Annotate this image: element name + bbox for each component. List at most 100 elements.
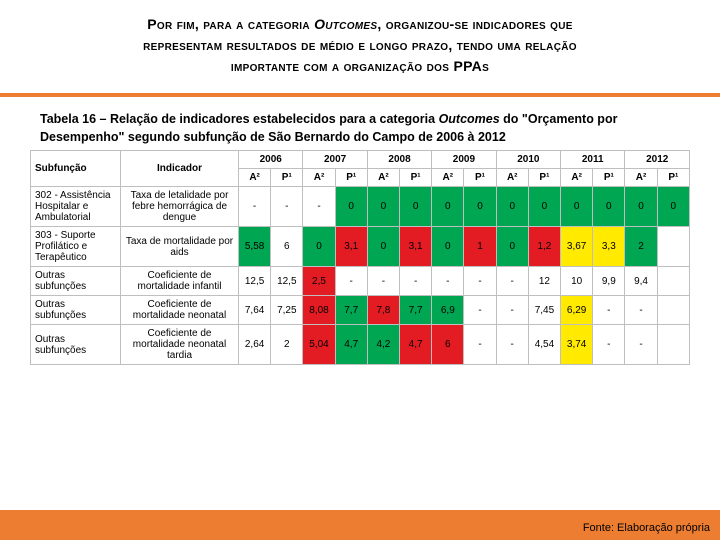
data-cell: 10 [561,267,593,296]
data-cell: 2 [625,227,657,267]
cell-subfuncao: 302 - Assistência Hospitalar e Ambulator… [31,187,121,227]
data-cell: 0 [335,187,367,227]
year-header: 2010 [496,151,560,169]
cell-indicador: Taxa de mortalidade por aids [121,227,239,267]
data-cell: 12 [528,267,560,296]
data-cell: 8,08 [303,296,335,325]
table-body: 302 - Assistência Hospitalar e Ambulator… [31,187,690,365]
data-cell: 9,9 [593,267,625,296]
data-cell [657,296,689,325]
cell-indicador: Coeficiente de mortalidade neonatal [121,296,239,325]
source-label: Fonte: Elaboração própria [583,522,710,534]
table-head: Subfunção Indicador 20062007200820092010… [31,151,690,187]
data-cell: - [464,267,496,296]
col-a: A² [303,169,335,187]
year-header: 2008 [367,151,431,169]
data-cell: 9,4 [625,267,657,296]
col-indicador: Indicador [121,151,239,187]
data-cell: - [496,296,528,325]
cell-indicador: Coeficiente de mortalidade infantil [121,267,239,296]
data-cell: 0 [303,227,335,267]
col-p: P¹ [271,169,303,187]
data-cell: 2 [271,325,303,365]
col-a: A² [432,169,464,187]
data-cell: 7,45 [528,296,560,325]
data-cell: 7,25 [271,296,303,325]
data-cell [657,325,689,365]
col-p: P¹ [400,169,432,187]
caption-prefix: Tabela 16 – Relação de indicadores estab… [40,112,439,126]
header-line-3: importante com a organização dos PPAs [40,56,680,77]
data-cell: - [625,296,657,325]
data-cell: 0 [367,227,399,267]
cell-subfuncao: Outras subfunções [31,325,121,365]
year-header: 2007 [303,151,367,169]
table-row: Outras subfunçõesCoeficiente de mortalid… [31,267,690,296]
outcomes-table: Subfunção Indicador 20062007200820092010… [30,150,690,365]
cell-subfuncao: Outras subfunções [31,296,121,325]
table-row: Outras subfunçõesCoeficiente de mortalid… [31,296,690,325]
col-p: P¹ [657,169,689,187]
col-p: P¹ [464,169,496,187]
data-cell: 7,7 [400,296,432,325]
data-cell: 3,1 [400,227,432,267]
data-cell: 4,2 [367,325,399,365]
header-line-1: Por fim, para a categoria Outcomes, orga… [40,14,680,35]
data-cell: - [400,267,432,296]
col-p: P¹ [528,169,560,187]
cell-indicador: Coeficiente de mortalidade neonatal tard… [121,325,239,365]
data-cell: 3,1 [335,227,367,267]
header-ppa: PPAs [453,58,489,74]
data-cell: - [464,296,496,325]
col-p: P¹ [593,169,625,187]
data-cell: 4,54 [528,325,560,365]
data-cell: 0 [496,227,528,267]
data-cell: 6 [271,227,303,267]
data-cell: - [367,267,399,296]
data-cell: 3,74 [561,325,593,365]
data-cell: 3,3 [593,227,625,267]
cell-subfuncao: Outras subfunções [31,267,121,296]
orange-divider [0,93,720,97]
data-cell: 5,04 [303,325,335,365]
header: Por fim, para a categoria Outcomes, orga… [0,0,720,87]
data-cell: 5,58 [239,227,271,267]
data-cell: 0 [625,187,657,227]
year-header: 2006 [239,151,303,169]
data-cell [657,267,689,296]
data-cell: 0 [561,187,593,227]
data-cell: - [239,187,271,227]
data-cell: 7,8 [367,296,399,325]
col-subfuncao: Subfunção [31,151,121,187]
data-cell: 0 [432,227,464,267]
data-cell: 3,67 [561,227,593,267]
data-cell: 0 [593,187,625,227]
data-cell: 4,7 [400,325,432,365]
data-cell: 0 [400,187,432,227]
data-cell: 2,5 [303,267,335,296]
data-cell: - [625,325,657,365]
data-cell: 0 [464,187,496,227]
col-a: A² [496,169,528,187]
header-line-2: representam resultados de médio e longo … [40,35,680,56]
cell-indicador: Taxa de letalidade por febre hemorrágica… [121,187,239,227]
data-cell: - [593,325,625,365]
header-pre: Por fim, para a categoria [147,16,310,32]
data-cell: 7,7 [335,296,367,325]
data-cell: - [271,187,303,227]
col-a: A² [367,169,399,187]
data-cell: 0 [432,187,464,227]
data-cell: 12,5 [239,267,271,296]
header-post: , organizou-se indicadores que [377,16,572,32]
year-header: 2009 [432,151,496,169]
data-cell: 6,29 [561,296,593,325]
data-cell: - [432,267,464,296]
data-cell: - [496,267,528,296]
caption-outcomes: Outcomes [439,112,500,126]
data-cell: - [593,296,625,325]
data-cell: 0 [528,187,560,227]
table-row: Outras subfunçõesCoeficiente de mortalid… [31,325,690,365]
header-outcomes: Outcomes [314,16,377,32]
data-cell: 0 [657,187,689,227]
col-a: A² [561,169,593,187]
